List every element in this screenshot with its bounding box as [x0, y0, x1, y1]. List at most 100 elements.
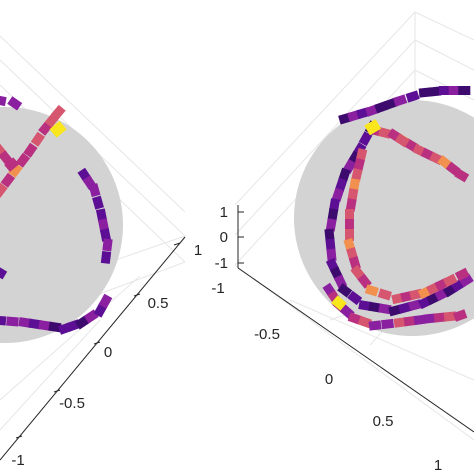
x-tick-label: 1: [194, 242, 202, 259]
x-tick-label: 0.5: [148, 295, 169, 312]
left-subplot: -1 -0.5 0 0.5 1: [0, 35, 202, 469]
right-band-mark: [454, 267, 470, 282]
right-band-mark: [454, 168, 470, 183]
left-band-mark: [6, 316, 19, 327]
left-band-mark: [0, 182, 8, 198]
left-band-mark: [51, 104, 66, 120]
right-band-mark: [448, 86, 461, 95]
x-tick-label: 0.5: [373, 413, 394, 430]
right-band-mark: [378, 303, 392, 315]
right-band-mark: [413, 314, 427, 326]
right-band-mark: [393, 94, 408, 107]
grid-line: [0, 319, 101, 431]
x-tick-mark: [133, 293, 141, 297]
left-band-mark: [30, 131, 46, 147]
left-sphere: [0, 107, 123, 343]
right-band-mark: [349, 178, 360, 192]
right-band-mark: [331, 187, 345, 202]
right-band-mark: [398, 301, 413, 314]
right-band-mark: [345, 198, 357, 212]
left-band-mark: [0, 315, 7, 326]
left-band-mark: [7, 96, 23, 111]
right-band-mark: [388, 304, 403, 317]
right-band-mark: [428, 86, 442, 97]
left-band-mark: [15, 152, 31, 168]
right-band-mark: [442, 273, 458, 288]
right-band-mark: [405, 90, 420, 103]
right-band-mark: [381, 318, 395, 330]
right-band-mark: [433, 312, 447, 323]
x-tick-label: 0: [325, 371, 333, 388]
right-band-mark: [347, 312, 362, 325]
grid-line: [234, 39, 416, 236]
right-peak-mark: [364, 119, 382, 136]
right-band-mark: [368, 301, 382, 313]
left-band-mark: [0, 94, 7, 107]
right-band-mark: [364, 284, 379, 297]
x-tick-mark: [93, 341, 101, 345]
right-band-mark: [345, 229, 354, 241]
right-band-mark: [403, 315, 417, 327]
grid-line: [0, 35, 186, 213]
z-tick-label: 0: [220, 229, 228, 246]
x-tick-label: -0.5: [254, 326, 280, 343]
z-tick-label: 1: [220, 204, 228, 221]
right-band-mark: [377, 288, 392, 301]
left-band-mark: [48, 321, 62, 333]
x-tick-label: 1: [434, 457, 442, 474]
right-band-mark: [347, 188, 359, 202]
left-band-mark: [8, 162, 23, 178]
left-band-mark: [28, 318, 42, 330]
z-tick-label: -1: [215, 255, 228, 272]
left-x-axis: -1 -0.5 0 0.5 1: [0, 236, 202, 469]
right-band-mark: [325, 238, 336, 252]
x-tick-mark: [15, 435, 23, 439]
right-band-mark: [418, 87, 432, 98]
right-subplot: -0.5 0 0.5 1 1 0 -1 -1: [211, 11, 474, 474]
right-band-mark: [393, 317, 407, 328]
grid-line: [414, 11, 474, 41]
right-band-mark: [345, 219, 354, 231]
left-band-mark: [38, 320, 52, 331]
left-band-mark: [4, 157, 20, 172]
right-band-mark: [458, 273, 474, 288]
x-tick-mark: [173, 242, 181, 246]
right-band-mark: [453, 309, 468, 322]
right-band-mark: [329, 198, 340, 212]
right-axes: -0.5 0 0.5 1 1 0 -1 -1: [211, 12, 474, 474]
right-band-mark: [324, 228, 335, 242]
right-band-mark: [345, 209, 354, 221]
right-band-mark: [337, 283, 353, 298]
right-peak-mark: [331, 295, 347, 311]
left-band-mark: [0, 265, 8, 280]
left-band-mark: [95, 208, 108, 222]
right-band-mark: [350, 264, 365, 280]
x-axis-line: [237, 267, 474, 433]
grid-line: [0, 275, 141, 401]
x-tick-label: -0.5: [59, 395, 85, 412]
left-band-mark: [0, 172, 16, 188]
right-band-mark: [358, 300, 372, 311]
right-marks: [322, 86, 474, 331]
right-band-mark: [358, 131, 373, 147]
right-band-mark: [355, 148, 368, 162]
right-band-mark: [353, 158, 365, 172]
grid-line: [414, 39, 474, 71]
left-band-mark: [23, 142, 38, 158]
left-band-mark: [100, 250, 112, 264]
grid-line: [289, 299, 474, 381]
right-band-mark: [458, 86, 471, 95]
right-band-mark: [327, 208, 339, 222]
right-band-mark: [335, 177, 348, 192]
grid-line: [234, 11, 416, 206]
x-tick-mark: [53, 389, 61, 393]
right-band-mark: [439, 86, 451, 95]
right-band-mark: [357, 315, 372, 329]
right-band-mark: [394, 133, 410, 148]
right-band-mark: [325, 218, 337, 232]
right-band-mark: [423, 313, 437, 324]
x-axis-line: [0, 236, 186, 461]
left-band-mark: [99, 228, 112, 242]
x-tick-label: -1: [11, 452, 24, 469]
